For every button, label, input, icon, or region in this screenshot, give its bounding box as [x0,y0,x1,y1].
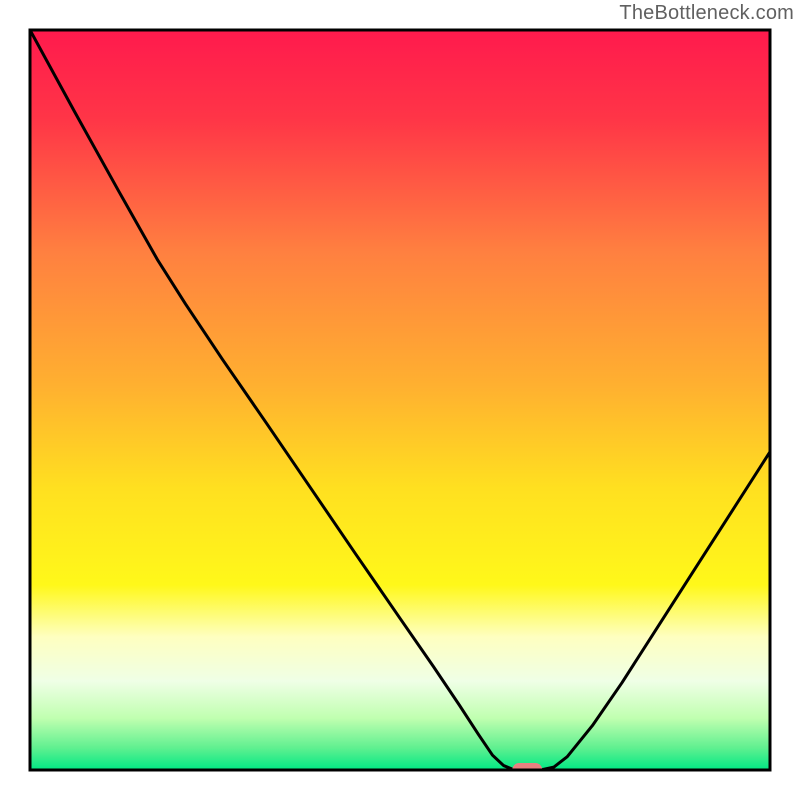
plot-background [30,30,770,770]
chart-root: TheBottleneck.com [0,0,800,800]
watermark-text: TheBottleneck.com [619,2,794,25]
bottleneck-chart [0,0,800,800]
